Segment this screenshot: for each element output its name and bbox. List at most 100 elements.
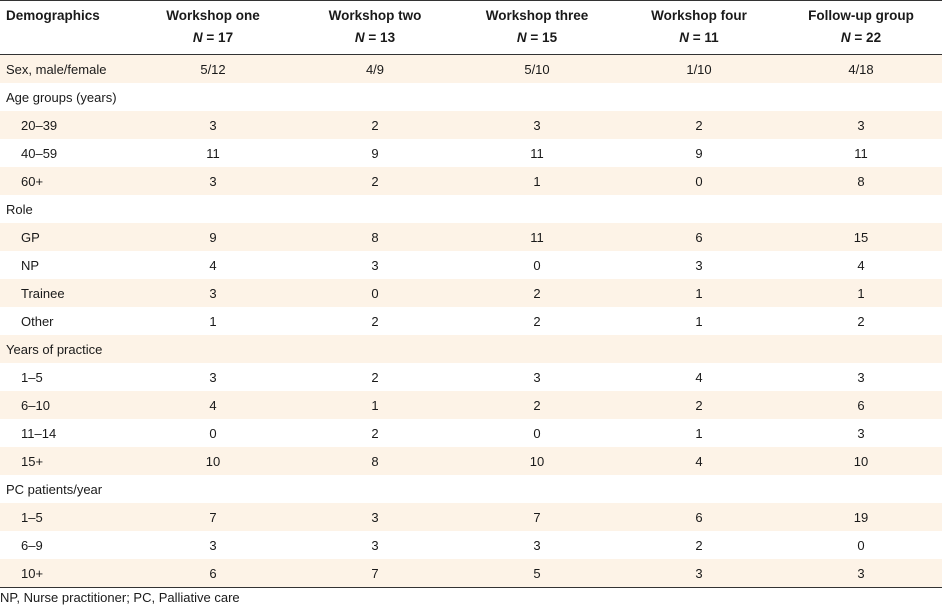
- row-label: NP: [21, 257, 40, 273]
- table-row: 10+ 6 7 5 3 3: [0, 559, 942, 588]
- table-cell: 7: [294, 559, 456, 588]
- table-cell: [780, 195, 942, 223]
- n-value: = 13: [364, 30, 396, 45]
- row-label: Role: [6, 201, 33, 217]
- table-cell: 4: [618, 447, 780, 475]
- table-cell: 2: [371, 313, 379, 329]
- table-cell: [456, 335, 618, 363]
- demographics-table: Demographics Workshop one Workshop two W…: [0, 0, 942, 588]
- header-group-n: N = 11: [618, 29, 780, 55]
- table-cell: [132, 335, 294, 363]
- row-label: 1–5: [0, 503, 132, 531]
- row-label: PC patients/year: [6, 481, 103, 497]
- table-cell: 3: [533, 537, 541, 553]
- header-demographics: Demographics: [6, 8, 100, 23]
- table-cell: 2: [533, 313, 541, 329]
- table-cell: 1: [695, 425, 703, 441]
- table-cell: 2: [294, 111, 456, 139]
- table-footnote: NP, Nurse practitioner; PC, Palliative c…: [0, 590, 240, 605]
- table-cell: [294, 195, 456, 223]
- table-cell: 10: [780, 447, 942, 475]
- table-row: Sex, male/female 5/12 4/9 5/10 1/10 4/18: [0, 54, 942, 83]
- table-cell: [456, 475, 618, 503]
- n-symbol: N: [840, 30, 851, 45]
- table-cell: 1: [695, 313, 703, 329]
- table-cell: 1: [209, 313, 217, 329]
- table-cell: 2: [371, 425, 379, 441]
- table-cell: 3: [456, 111, 618, 139]
- header-group-n: N = 13: [294, 29, 456, 55]
- table-row: 20–39 3 2 3 2 3: [0, 111, 942, 139]
- table-cell: 2: [618, 111, 780, 139]
- table-cell: 9: [371, 145, 379, 161]
- table-cell: 6: [618, 503, 780, 531]
- row-label: Age groups (years): [6, 89, 117, 105]
- table-cell: 3: [132, 111, 294, 139]
- table-cell: 11: [456, 223, 618, 251]
- table-cell: 3: [533, 369, 541, 385]
- header-group-name: Workshop three: [485, 8, 589, 23]
- table-cell: 2: [456, 391, 618, 419]
- table-cell: 3: [857, 425, 865, 441]
- table-cell: [780, 335, 942, 363]
- table-cell: 3: [695, 257, 703, 273]
- table-cell: 19: [780, 503, 942, 531]
- table-row: Role: [0, 195, 942, 223]
- table-cell: 3: [618, 559, 780, 588]
- table-cell: [294, 475, 456, 503]
- table-cell: 3: [132, 279, 294, 307]
- table-row: Other 1 2 2 1 2: [0, 307, 942, 335]
- header-group-name: Follow-up group: [808, 8, 914, 23]
- table-cell: 11: [530, 145, 544, 161]
- table-row: 1–5 3 2 3 4 3: [0, 363, 942, 391]
- table-cell: 2: [618, 391, 780, 419]
- table-cell: 4: [209, 257, 217, 273]
- table-cell: [456, 195, 618, 223]
- table-cell: 0: [857, 537, 865, 553]
- table-cell: 0: [294, 279, 456, 307]
- table-cell: 1: [618, 279, 780, 307]
- table-cell: 4: [695, 369, 703, 385]
- n-value: = 11: [689, 30, 719, 45]
- header-row-n: N = 17 N = 13 N = 15 N = 11 N = 22: [0, 29, 942, 55]
- table-cell: 5/12: [132, 54, 294, 83]
- row-label: Other: [21, 313, 54, 329]
- table-cell: [456, 83, 618, 111]
- table-cell: 6: [618, 223, 780, 251]
- row-label: 60+: [0, 167, 132, 195]
- table-cell: 3: [780, 559, 942, 588]
- header-group-n: N = 15: [456, 29, 618, 55]
- table-cell: 15: [780, 223, 942, 251]
- table-cell: 6: [132, 559, 294, 588]
- table-row: GP 9 8 11 6 15: [0, 223, 942, 251]
- row-label: 40–59: [21, 145, 58, 161]
- table-cell: 0: [533, 257, 541, 273]
- table-cell: 9: [132, 223, 294, 251]
- table-cell: 1/10: [618, 54, 780, 83]
- table-cell: 8: [780, 167, 942, 195]
- table-cell: 7: [456, 503, 618, 531]
- row-label: 6–10: [0, 391, 132, 419]
- header-empty: [0, 29, 132, 55]
- table-cell: [618, 475, 780, 503]
- table-cell: 4/9: [294, 54, 456, 83]
- table-cell: 0: [533, 425, 541, 441]
- table-row: Trainee 3 0 2 1 1: [0, 279, 942, 307]
- table-cell: 3: [294, 503, 456, 531]
- table-row: 6–9 3 3 3 2 0: [0, 531, 942, 559]
- table-cell: [132, 475, 294, 503]
- table-cell: 3: [209, 537, 217, 553]
- table-cell: [132, 83, 294, 111]
- table-cell: [780, 475, 942, 503]
- n-value: = 22: [850, 30, 882, 45]
- table-cell: 4: [857, 257, 865, 273]
- table-cell: 0: [618, 167, 780, 195]
- n-symbol: N: [354, 30, 365, 45]
- header-row-names: Demographics Workshop one Workshop two W…: [0, 1, 942, 30]
- table-cell: 2: [857, 313, 865, 329]
- n-symbol: N: [516, 30, 527, 45]
- row-label: 6–9: [21, 537, 43, 553]
- table-cell: [618, 335, 780, 363]
- table-cell: 5/10: [456, 54, 618, 83]
- table-cell: 1: [294, 391, 456, 419]
